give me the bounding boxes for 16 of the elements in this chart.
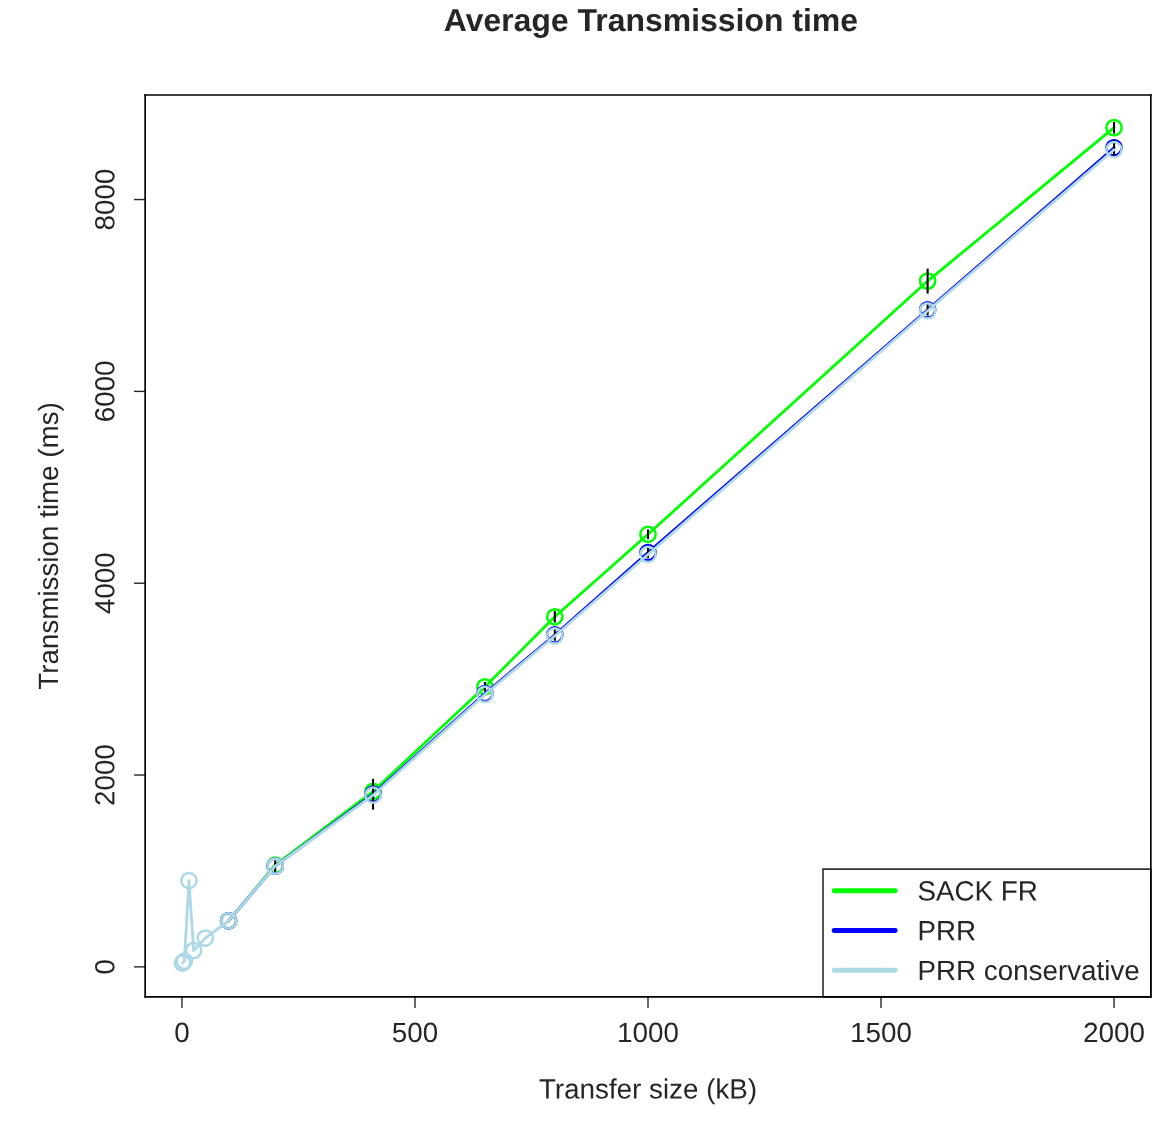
x-tick-label: 500 (392, 1022, 438, 1043)
legend-label: SACK FR (918, 881, 1037, 901)
y-tick-label: 2000 (94, 745, 115, 805)
y-tick-label: 8000 (94, 169, 115, 230)
y-tick-label: 0 (94, 960, 115, 974)
x-tick-label: 0 (175, 1022, 189, 1043)
chart-title: Average Transmission time (444, 7, 857, 38)
y-tick-label: 4000 (94, 553, 115, 614)
x-axis-title: Transfer size (kB) (539, 1078, 756, 1105)
x-tick-label: 1000 (619, 1022, 678, 1043)
y-tick-label: 6000 (94, 361, 115, 421)
x-tick-label: 2000 (1084, 1022, 1144, 1043)
legend-label: PRR (919, 921, 975, 941)
legend-label: PRR conservative (919, 959, 1139, 981)
x-tick-label: 1500 (852, 1022, 911, 1043)
y-axis-title: Transmission time (ms) (37, 403, 64, 690)
